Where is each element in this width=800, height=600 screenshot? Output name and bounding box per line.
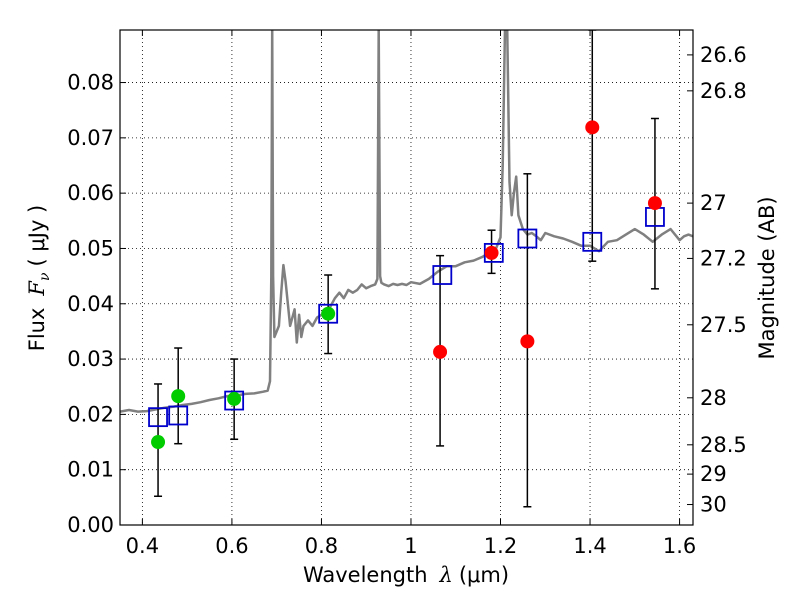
x-tick-label: 1 xyxy=(404,534,417,558)
photometry-point xyxy=(321,306,336,321)
magnitude-tick-label: 30 xyxy=(700,493,727,517)
magnitude-axis: 26.6 26.8 27 27.2 27.5 28 28.5 29 30 xyxy=(687,43,747,517)
x-axis: 0.4 0.6 0.8 1 1.2 1.4 1.6 xyxy=(126,30,696,558)
x-axis-title: Wavelength λ (μm) xyxy=(303,563,509,587)
magnitude-tick-label: 28 xyxy=(700,386,727,410)
magnitude-tick-label: 26.6 xyxy=(700,43,747,67)
x-tick-label: 0.4 xyxy=(126,534,159,558)
y-tick-label: 0.05 xyxy=(67,236,114,260)
magnitude-tick-label: 27 xyxy=(700,191,727,215)
model-photometry-square xyxy=(582,231,603,252)
magnitude-tick-label: 27.2 xyxy=(700,246,747,270)
y-axis-title: FluxFν( μJy ) xyxy=(25,205,53,351)
plot-frame xyxy=(119,29,694,526)
x-tick-label: 1.6 xyxy=(663,534,696,558)
magnitude-tick-label: 26.8 xyxy=(700,79,747,103)
model-photometry-square xyxy=(148,407,168,428)
photometry-point xyxy=(151,435,166,450)
spectrum-series xyxy=(120,30,693,413)
observed-photometry-series xyxy=(151,120,662,450)
x-tick-label: 0.8 xyxy=(305,534,338,558)
y-tick-label: 0.02 xyxy=(67,402,114,426)
magnitude-tick-label: 28.5 xyxy=(700,433,747,457)
grid xyxy=(120,30,693,526)
y-tick-label: 0.04 xyxy=(67,292,114,316)
x-tick-label: 1.2 xyxy=(484,534,517,558)
y-tick-label: 0.03 xyxy=(67,347,114,371)
y-tick-label: 0.08 xyxy=(67,71,114,95)
x-tick-label: 0.6 xyxy=(215,534,248,558)
photometry-point xyxy=(227,391,242,406)
model-photometry-square xyxy=(432,265,453,285)
spectrum-line xyxy=(120,30,693,413)
error-bars xyxy=(154,30,659,508)
photometry-point xyxy=(647,196,662,211)
model-photometry-square xyxy=(318,303,339,324)
model-photometry-square xyxy=(224,390,245,411)
x-tick-label: 1.4 xyxy=(573,534,606,558)
y-tick-label: 0.00 xyxy=(67,513,114,537)
photometry-point xyxy=(171,389,186,404)
model-photometry-square xyxy=(517,228,538,249)
photometry-point xyxy=(520,334,535,349)
y-axis: 0.00 0.01 0.02 0.03 0.04 0.05 0.06 0.07 0.08 xyxy=(67,71,126,537)
y-tick-label: 0.01 xyxy=(67,458,114,482)
model-photometry-square xyxy=(168,405,189,426)
photometry-point xyxy=(484,245,499,260)
y-tick-label: 0.07 xyxy=(67,126,114,150)
magnitude-axis-title: Magnitude (AB) xyxy=(755,196,779,359)
magnitude-tick-label: 27.5 xyxy=(700,313,747,337)
y-tick-label: 0.06 xyxy=(67,181,114,205)
model-photometry-series xyxy=(148,207,665,428)
photometry-point xyxy=(433,344,448,359)
photometry-point xyxy=(585,120,600,135)
magnitude-tick-label: 29 xyxy=(700,462,727,486)
